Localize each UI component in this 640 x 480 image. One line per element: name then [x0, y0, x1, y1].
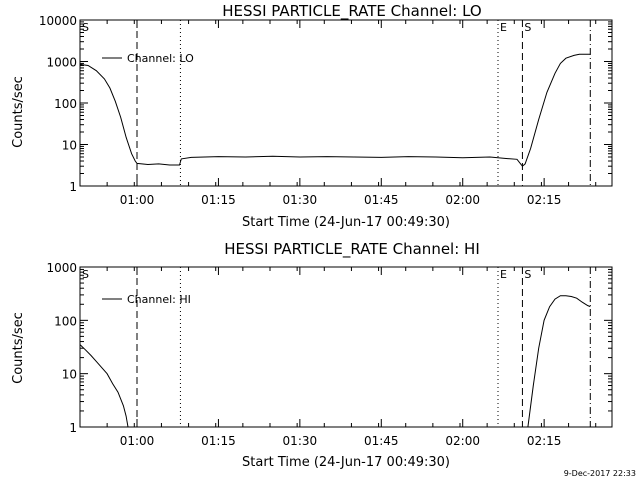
x-tick-label-hi: 01:45 [364, 434, 399, 448]
x-tick-label-lo: 01:45 [364, 193, 399, 207]
x-tick-label-lo: 01:00 [120, 193, 155, 207]
y-tick-label-hi: 1000 [46, 261, 77, 275]
event-marker-label-lo: E [500, 21, 507, 34]
x-axis-label-hi: Start Time (24-Jun-17 00:49:30) [242, 455, 450, 470]
y-axis-label-hi: Counts/sec [11, 312, 26, 384]
x-tick-label-lo: 02:15 [527, 193, 562, 207]
timestamp-stamp: 9-Dec-2017 22:33 [564, 469, 636, 478]
x-tick-label-hi: 02:15 [527, 434, 562, 448]
y-axis-label-lo: Counts/sec [11, 76, 26, 148]
x-tick-label-lo: 02:00 [445, 193, 480, 207]
y-tick-label-lo: 100 [54, 97, 77, 111]
y-tick-label-hi: 100 [54, 314, 77, 328]
x-tick-label-lo: 01:15 [201, 193, 236, 207]
x-tick-label-hi: 01:30 [283, 434, 318, 448]
x-tick-label-hi: 01:15 [201, 434, 236, 448]
event-marker-label-hi: S [524, 268, 531, 281]
plot-frame-lo [79, 19, 613, 187]
y-tick-label-lo: 1 [69, 180, 77, 194]
event-marker-label-hi: S [82, 268, 89, 281]
axes-hi: 01:00 01:15 01:30 01:45 02:00 02:15 1 10 100 1000 [46, 261, 613, 448]
legend-lo: Channel: LO [102, 52, 194, 65]
chart-panel-lo: HESSI PARTICLE_RATE Channel: LO Counts/s… [11, 2, 613, 230]
y-tick-label-lo: 1000 [46, 56, 77, 70]
chart-panel-hi: HESSI PARTICLE_RATE Channel: HI Counts/s… [11, 240, 613, 470]
axes-lo: 01:00 01:15 01:30 01:45 02:00 02:15 1 10 100 1000… [39, 14, 613, 207]
series-line-hi [79, 295, 591, 428]
y-tick-label-lo: 10 [62, 139, 77, 153]
x-tick-label-hi: 01:00 [120, 434, 155, 448]
y-tick-label-lo: 10000 [39, 14, 77, 28]
event-marker-label-hi: E [500, 268, 507, 281]
chart-title-hi: HESSI PARTICLE_RATE Channel: HI [224, 240, 480, 259]
plot-hi [79, 295, 591, 428]
plot-lo [79, 53, 591, 167]
y-tick-label-hi: 1 [69, 421, 77, 435]
event-marker-label-lo: S [524, 21, 531, 34]
legend-label-hi: Channel: HI [127, 293, 191, 306]
x-axis-label-lo: Start Time (24-Jun-17 00:49:30) [242, 215, 450, 230]
y-tick-label-hi: 10 [62, 368, 77, 382]
chart-title-lo: HESSI PARTICLE_RATE Channel: LO [222, 2, 481, 21]
event-marker-label-lo: S [82, 21, 89, 34]
legend-label-lo: Channel: LO [127, 52, 194, 65]
x-tick-label-lo: 01:30 [283, 193, 318, 207]
plot-frame-hi [79, 266, 613, 428]
x-tick-label-hi: 02:00 [445, 434, 480, 448]
legend-hi: Channel: HI [102, 293, 191, 306]
series-line-lo [79, 53, 591, 167]
